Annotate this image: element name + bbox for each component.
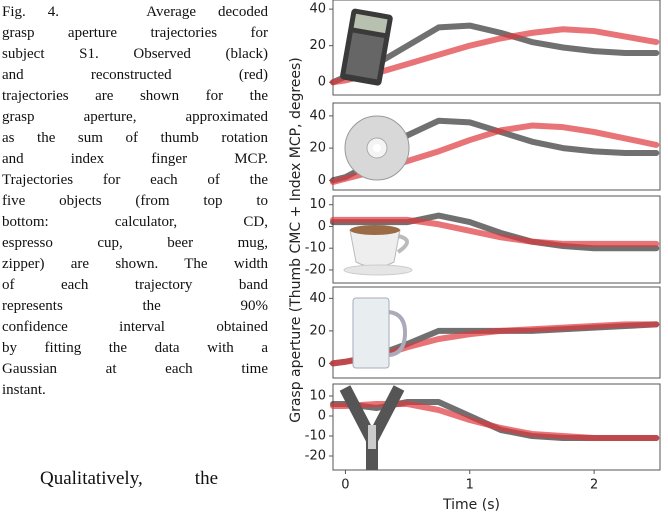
caption-line: of each trajectory band <box>2 277 268 293</box>
y-tick-label: 0 <box>318 173 326 188</box>
y-tick-label: -20 <box>305 262 326 277</box>
y-tick-label: 40 <box>309 2 326 17</box>
caption-line: Trajectories for each of the <box>2 172 268 188</box>
caption-line: as the sum of thumb rotation <box>2 130 268 146</box>
caption-line: grasp aperture, approximated <box>2 109 268 125</box>
y-tick-label: 0 <box>318 356 326 371</box>
y-tick-label: 0 <box>318 219 326 234</box>
y-tick-label: -20 <box>305 449 326 464</box>
caption-line: and index finger MCP. <box>2 151 268 167</box>
object-icons <box>339 8 413 470</box>
y-tick-label: -10 <box>305 241 326 256</box>
y-axis-label: Grasp aperture (Thumb CMC + Index MCP, d… <box>288 57 304 423</box>
panel-frame <box>332 102 661 191</box>
trajectory-band <box>330 216 660 247</box>
caption-line: grasp aperture trajectories for <box>2 25 268 41</box>
cd-icon <box>344 115 410 181</box>
caption-line: bottom: calculator, CD, <box>2 214 268 230</box>
caption: Fig. 4. Average decoded grasp aperture tr… <box>2 2 268 401</box>
y-tick-label: 10 <box>309 197 326 212</box>
x-tick-label: 1 <box>466 478 474 493</box>
caption-line: Fig. 4. Average decoded <box>2 4 268 20</box>
y-tick-label: 20 <box>309 38 326 53</box>
y-tick-label: 10 <box>309 389 326 404</box>
y-tick-label: 0 <box>318 409 326 424</box>
x-tick-label: 0 <box>341 478 349 493</box>
y-tick-label: 20 <box>309 141 326 156</box>
caption-line: confidence interval obtained <box>2 319 268 335</box>
y-tick-label: 20 <box>309 323 326 338</box>
body-text: Qualitatively, the <box>40 468 218 489</box>
caption-line: instant. <box>2 382 46 398</box>
calculator-icon <box>340 8 393 86</box>
caption-line: five objects (from top to <box>2 193 268 209</box>
caption-line: Gaussian at each time <box>2 361 268 377</box>
caption-line: trajectories are shown for the <box>2 88 268 104</box>
panel-frame <box>332 286 661 379</box>
caption-line: subject S1. Observed (black) <box>2 46 268 62</box>
cup-icon <box>343 225 413 276</box>
panel-frame <box>332 383 661 471</box>
y-tick-label: 0 <box>318 75 326 90</box>
caption-line: and reconstructed (red) <box>2 67 268 83</box>
caption-line: zipper) are shown. The width <box>2 256 268 272</box>
panel-frame <box>332 195 661 284</box>
mug-icon <box>352 297 408 369</box>
y-tick-label: 40 <box>309 291 326 306</box>
x-tick-label: 2 <box>590 478 598 493</box>
caption-line: by fitting the data with a <box>2 340 268 356</box>
caption-line: espresso cup, beer mug, <box>2 235 268 251</box>
trajectory-band <box>330 401 660 441</box>
zipper-icon <box>339 385 405 470</box>
caption-line: represents the 90% <box>2 298 268 314</box>
panel-frame <box>332 0 661 96</box>
y-tick-label: -10 <box>305 429 326 444</box>
y-tick-label: 40 <box>309 108 326 123</box>
x-axis-label: Time (s) <box>442 497 500 513</box>
